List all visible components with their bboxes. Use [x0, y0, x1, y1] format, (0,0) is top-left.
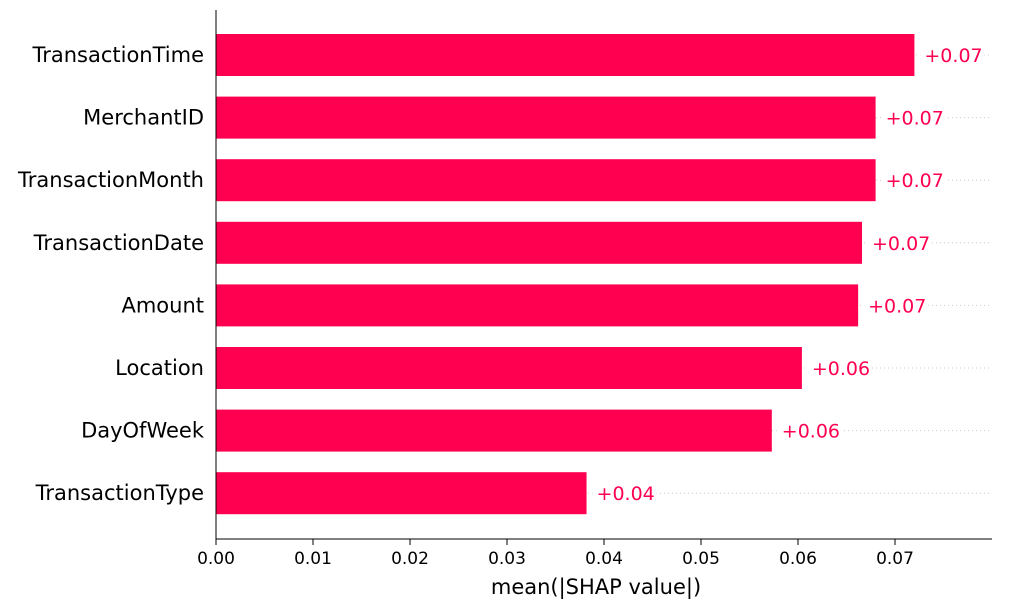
y-tick-label: Location: [115, 356, 204, 380]
bar-Location: [216, 347, 802, 389]
bar-TransactionType: [216, 472, 587, 515]
y-axis-labels: TransactionTime MerchantID TransactionMont…: [17, 43, 205, 505]
value-label-background: [592, 481, 657, 506]
value-label: +0.07: [868, 295, 926, 317]
value-label: +0.07: [886, 170, 944, 192]
value-label: +0.04: [597, 483, 655, 505]
y-tick-label: TransactionTime: [31, 43, 204, 67]
bar-DayOfWeek: [216, 409, 772, 452]
y-tick-label: MerchantID: [83, 106, 204, 130]
value-label: +0.07: [886, 108, 944, 130]
x-axis-title: mean(|SHAP value|): [491, 575, 701, 600]
y-tick-label: Amount: [121, 293, 204, 317]
value-label-background: [881, 168, 946, 193]
value-label-background: [868, 230, 933, 255]
value-label: +0.06: [812, 358, 870, 380]
bar-Amount: [216, 284, 859, 327]
y-tick-label: TransactionMonth: [17, 168, 204, 192]
x-tick-label: 0.04: [585, 549, 623, 569]
bar-MerchantID: [216, 96, 876, 139]
value-labels-group: +0.07 +0.07 +0.07 +0.07 +0.07 +0.06 +0.06 +0.04: [592, 43, 985, 506]
x-tick-label: 0.01: [294, 549, 332, 569]
y-tick-label: TransactionType: [35, 481, 204, 505]
x-tick-label: 0.05: [682, 549, 720, 569]
value-label-background: [777, 418, 842, 443]
y-tick-label: TransactionDate: [33, 231, 204, 255]
bar-TransactionTime: [216, 34, 915, 76]
value-label-background: [881, 105, 946, 130]
bars-group: [216, 34, 915, 515]
value-label: +0.07: [872, 233, 930, 255]
value-label-background: [864, 293, 929, 318]
y-tick-label: DayOfWeek: [81, 419, 205, 443]
x-tick-label: 0.00: [197, 549, 235, 569]
x-tick-label: 0.06: [779, 549, 817, 569]
bar-TransactionMonth: [216, 159, 876, 202]
x-tick-label: 0.07: [876, 549, 914, 569]
value-label: +0.06: [782, 421, 840, 443]
x-tick-label: 0.02: [391, 549, 429, 569]
value-label: +0.07: [924, 45, 982, 67]
value-label-background: [807, 356, 872, 380]
x-tick-label: 0.03: [488, 549, 526, 569]
value-label-background: [920, 43, 985, 67]
x-axis-ticks: 0.00 0.01 0.02 0.03 0.04 0.05 0.06 0.07: [197, 539, 914, 569]
bar-TransactionDate: [216, 221, 863, 264]
